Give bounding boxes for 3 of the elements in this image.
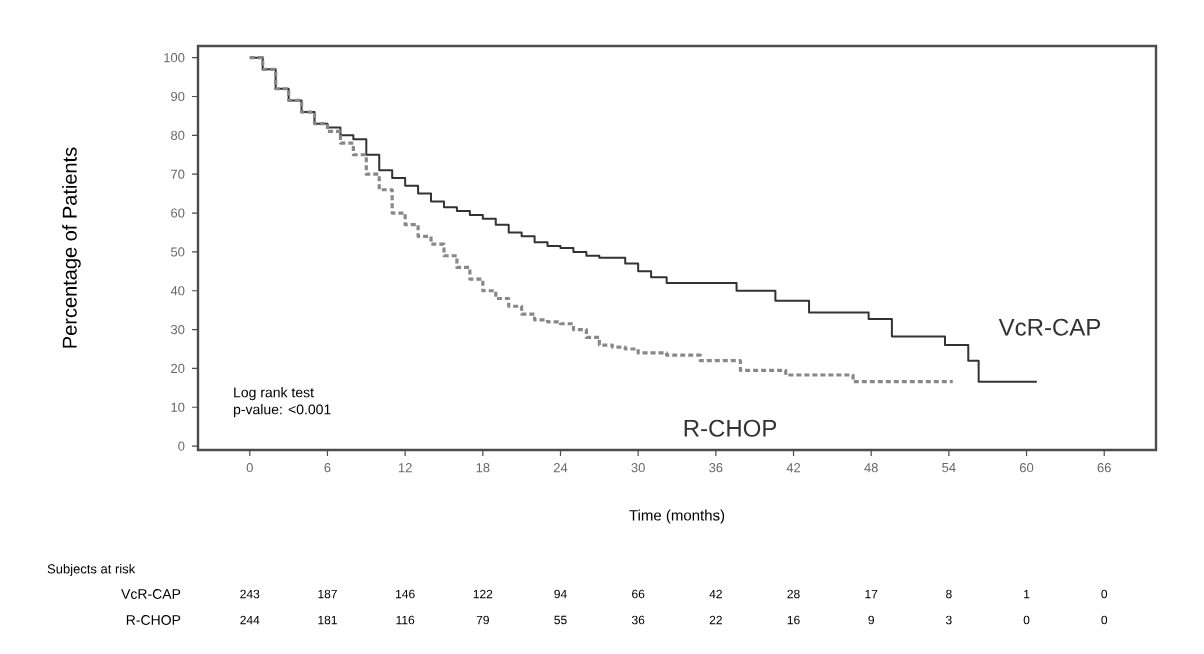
y-axis-title: Percentage of Patients	[62, 147, 81, 348]
series-label: VcR-CAP	[998, 318, 1101, 336]
series-label: R-CHOP	[684, 419, 777, 437]
